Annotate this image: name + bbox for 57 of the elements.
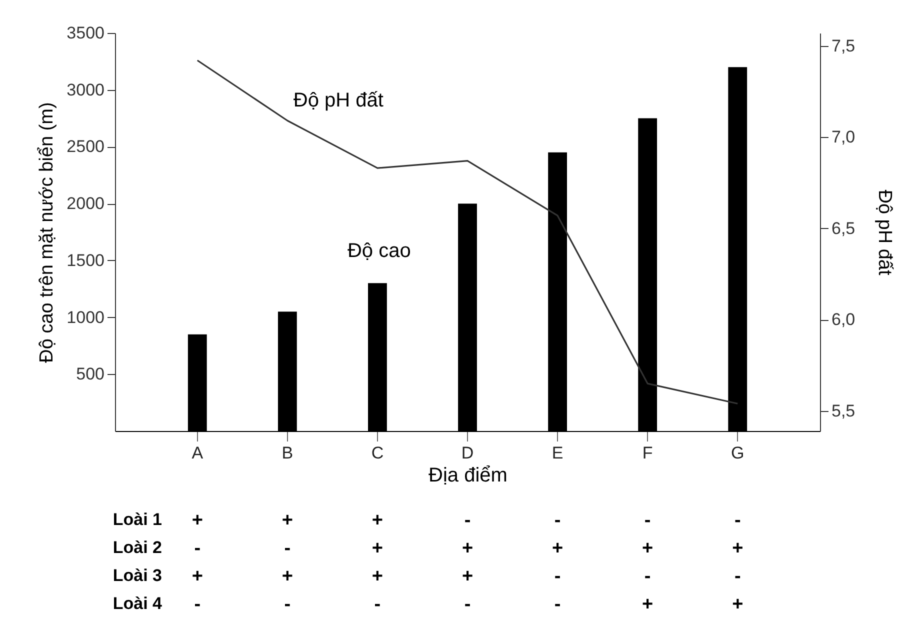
text: -	[734, 566, 741, 587]
y-tick-label: 500	[76, 364, 104, 384]
x-tick-label: E	[552, 444, 564, 462]
x-tick-label: F	[642, 444, 653, 462]
y2-tick-label: 6,5	[832, 218, 856, 238]
text: +	[282, 566, 293, 587]
text: +	[372, 566, 384, 587]
text: -	[554, 594, 561, 615]
text: -	[554, 566, 561, 587]
text: +	[552, 538, 564, 559]
text: -	[194, 538, 201, 559]
x-tick-label: B	[282, 444, 294, 462]
x-tick-label: G	[731, 444, 744, 462]
text: Loài 1	[112, 510, 162, 529]
line-series	[196, 60, 738, 404]
text: Loài 4	[112, 594, 163, 613]
y2-axis-title: Độ pH đất	[874, 190, 896, 276]
text: -	[284, 594, 291, 615]
y-tick-label: 3000	[66, 80, 104, 100]
text: +	[372, 510, 384, 531]
text: +	[732, 538, 744, 559]
text: -	[464, 510, 471, 531]
text: -	[284, 538, 291, 559]
text: +	[642, 594, 654, 615]
text: -	[644, 566, 651, 587]
y-tick-label: 1500	[66, 250, 104, 270]
y-tick-label: 2500	[66, 137, 104, 156]
x-tick-label: C	[371, 444, 384, 462]
y-tick-label: 1000	[66, 308, 104, 327]
text: +	[192, 566, 203, 587]
y2-tick-label: 7,5	[832, 36, 856, 56]
text: -	[644, 510, 651, 531]
series-label: Độ pH đất	[293, 90, 384, 112]
text: -	[554, 510, 561, 531]
text: -	[734, 510, 741, 531]
text: +	[462, 566, 474, 587]
text: +	[642, 538, 654, 559]
text: +	[732, 594, 744, 615]
y2-tick-label: 6,0	[832, 310, 856, 330]
y-axis-title: Độ cao trên mặt nước biển (m)	[36, 102, 58, 363]
series-label: Độ cao	[347, 240, 411, 262]
text: +	[192, 510, 203, 531]
y2-tick-label: 7,0	[832, 128, 856, 147]
text: Loài 2	[112, 538, 162, 557]
text: -	[464, 594, 471, 615]
x-tick-label: D	[461, 444, 474, 462]
y-tick-label: 2000	[66, 194, 104, 214]
y2-tick-label: 5,5	[832, 401, 856, 420]
text: +	[282, 510, 293, 531]
text: +	[372, 538, 384, 559]
x-tick-label: A	[192, 444, 204, 462]
y-tick-label: 3500	[66, 24, 104, 42]
text: +	[462, 538, 474, 559]
x-axis-title: Địa điểm	[428, 464, 508, 486]
text: Loài 3	[112, 566, 162, 585]
text: -	[194, 594, 201, 615]
text: -	[374, 594, 381, 615]
